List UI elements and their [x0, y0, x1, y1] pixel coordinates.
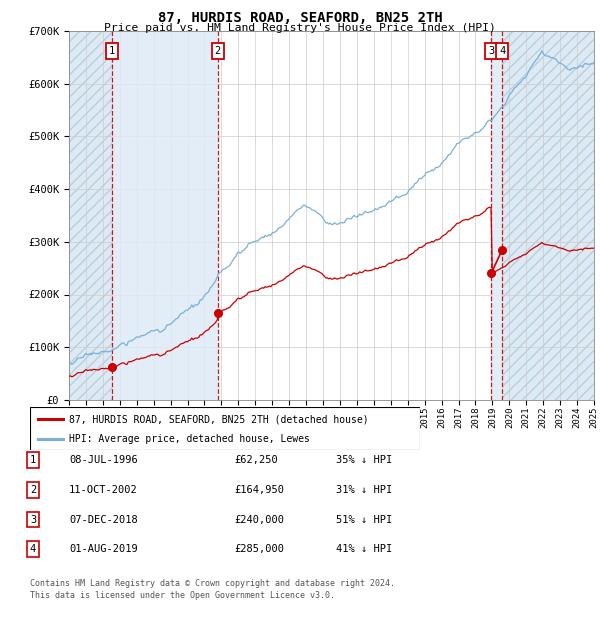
Text: 35% ↓ HPI: 35% ↓ HPI: [336, 455, 392, 465]
Text: 08-JUL-1996: 08-JUL-1996: [69, 455, 138, 465]
Bar: [491, 31, 502, 400]
Text: 1: 1: [30, 455, 36, 465]
Text: 2: 2: [215, 46, 221, 56]
Text: This data is licensed under the Open Government Licence v3.0.: This data is licensed under the Open Gov…: [30, 591, 335, 600]
Text: 07-DEC-2018: 07-DEC-2018: [69, 515, 138, 525]
FancyBboxPatch shape: [30, 407, 420, 450]
Text: £164,950: £164,950: [234, 485, 284, 495]
Text: 51% ↓ HPI: 51% ↓ HPI: [336, 515, 392, 525]
Text: 4: 4: [30, 544, 36, 554]
Text: Price paid vs. HM Land Registry's House Price Index (HPI): Price paid vs. HM Land Registry's House …: [104, 23, 496, 33]
Text: 87, HURDIS ROAD, SEAFORD, BN25 2TH: 87, HURDIS ROAD, SEAFORD, BN25 2TH: [158, 11, 442, 25]
Text: Contains HM Land Registry data © Crown copyright and database right 2024.: Contains HM Land Registry data © Crown c…: [30, 578, 395, 588]
Text: HPI: Average price, detached house, Lewes: HPI: Average price, detached house, Lewe…: [69, 434, 310, 444]
Text: 2: 2: [30, 485, 36, 495]
Text: 1: 1: [109, 46, 115, 56]
Text: £240,000: £240,000: [234, 515, 284, 525]
Bar: [69, 31, 112, 400]
Text: 4: 4: [499, 46, 505, 56]
Text: 3: 3: [488, 46, 494, 56]
Text: 41% ↓ HPI: 41% ↓ HPI: [336, 544, 392, 554]
Text: 3: 3: [30, 515, 36, 525]
Text: 01-AUG-2019: 01-AUG-2019: [69, 544, 138, 554]
Text: £62,250: £62,250: [234, 455, 278, 465]
Bar: [502, 31, 594, 400]
Text: 87, HURDIS ROAD, SEAFORD, BN25 2TH (detached house): 87, HURDIS ROAD, SEAFORD, BN25 2TH (deta…: [69, 414, 368, 424]
Text: 11-OCT-2002: 11-OCT-2002: [69, 485, 138, 495]
Text: 31% ↓ HPI: 31% ↓ HPI: [336, 485, 392, 495]
Bar: [112, 31, 218, 400]
Text: £285,000: £285,000: [234, 544, 284, 554]
